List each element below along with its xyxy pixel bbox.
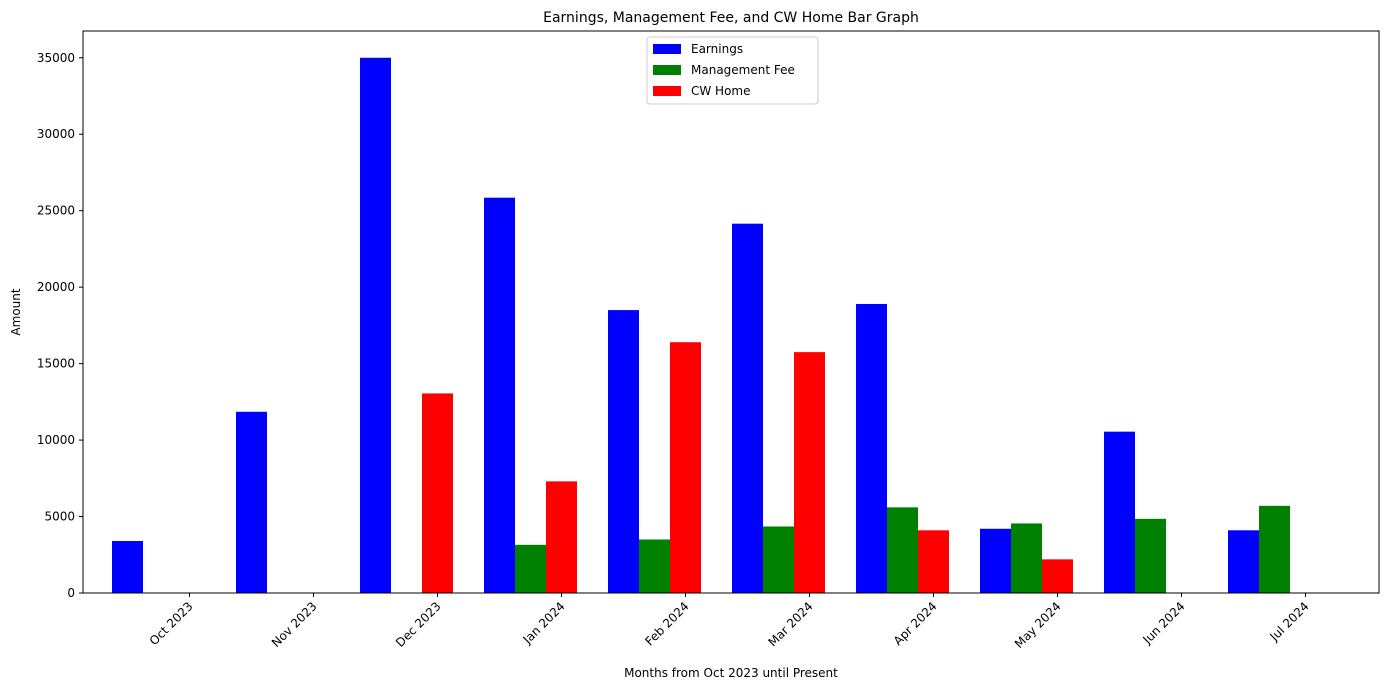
y-tick-label: 25000 — [37, 204, 75, 218]
legend-swatch — [653, 86, 681, 96]
bar-earnings-0 — [112, 541, 143, 593]
y-axis-label: Amount — [9, 288, 23, 335]
legend-label: Earnings — [691, 42, 743, 56]
x-axis-label: Months from Oct 2023 until Present — [624, 666, 838, 680]
bar-cw-home-4 — [670, 342, 701, 593]
y-tick-label: 15000 — [37, 357, 75, 371]
x-tick-label: Oct 2023 — [147, 599, 196, 648]
bar-earnings-2 — [360, 57, 391, 594]
x-tick-label: Jun 2024 — [1139, 599, 1187, 647]
y-tick-label: 10000 — [37, 433, 75, 447]
bar-management-fee-6 — [887, 507, 918, 593]
y-tick-label: 20000 — [37, 280, 75, 294]
legend: Earnings Management Fee CW Home — [646, 36, 819, 105]
y-axis: 0 5000 10000 15000 20000 25000 30000 35000 — [37, 51, 83, 600]
x-axis: Oct 2023 Nov 2023 Dec 2023 Jan 2024 Feb 2024… — [147, 593, 1312, 651]
y-tick-label: 35000 — [37, 51, 75, 65]
x-tick-label: Jul 2024 — [1266, 599, 1311, 644]
x-tick-label: Nov 2023 — [269, 599, 320, 650]
y-tick-label: 0 — [67, 586, 75, 600]
bar-management-fee-9 — [1259, 505, 1290, 593]
y-tick-label: 5000 — [44, 510, 75, 524]
bar-cw-home-6 — [918, 530, 949, 593]
bar-management-fee-7 — [1011, 523, 1042, 593]
bar-earnings-5 — [732, 223, 763, 593]
bar-cw-home-2 — [422, 393, 453, 593]
bar-management-fee-5 — [763, 526, 794, 593]
bar-earnings-6 — [856, 303, 887, 593]
x-tick-label: Mar 2024 — [765, 599, 815, 649]
legend-label: Management Fee — [691, 63, 795, 77]
x-tick-label: Dec 2023 — [393, 599, 444, 650]
bar-cw-home-3 — [546, 481, 577, 593]
x-tick-label: Apr 2024 — [891, 599, 940, 648]
legend-box — [646, 36, 819, 105]
legend-label: CW Home — [691, 84, 751, 98]
bar-earnings-7 — [980, 528, 1011, 593]
x-tick-label: Feb 2024 — [642, 599, 691, 648]
bar-management-fee-8 — [1135, 518, 1166, 593]
bar-cw-home-5 — [794, 352, 825, 593]
bar-management-fee-4 — [639, 539, 670, 593]
bar-earnings-4 — [608, 310, 639, 593]
x-tick-label: May 2024 — [1012, 599, 1064, 651]
legend-swatch — [653, 44, 681, 54]
legend-swatch — [653, 65, 681, 75]
bar-earnings-9 — [1228, 530, 1259, 593]
y-tick-label: 30000 — [37, 127, 75, 141]
bar-earnings-8 — [1104, 431, 1135, 593]
bar-management-fee-3 — [515, 544, 546, 593]
chart-title: Earnings, Management Fee, and CW Home Ba… — [543, 10, 919, 26]
x-tick-label: Jan 2024 — [520, 599, 568, 647]
bar-earnings-3 — [484, 197, 515, 594]
bar-earnings-1 — [236, 411, 267, 593]
bar-cw-home-7 — [1042, 559, 1073, 593]
plot-area-frame — [82, 30, 1380, 594]
bars-group — [112, 57, 1290, 594]
